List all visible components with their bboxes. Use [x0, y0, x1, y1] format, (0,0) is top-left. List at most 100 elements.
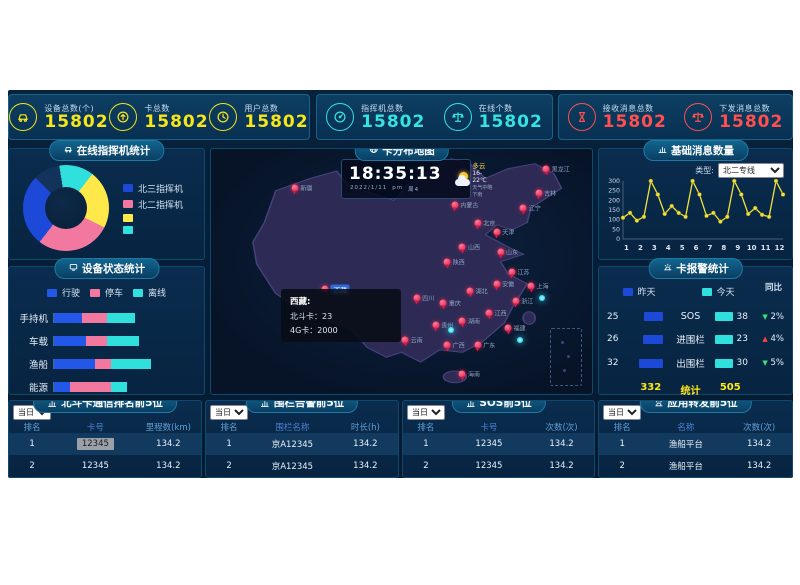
map-pin[interactable]: 四川 [413, 294, 434, 303]
table-header-row: 排名 名称 次数(次) [599, 421, 792, 433]
table-panel-2: 围栏告警前5位当日 排名 围栏名称 时长(h) 1 京A12345 134.2 2 京A1234… [205, 400, 399, 478]
map-pin[interactable]: 吉林 [535, 189, 556, 198]
map-pin[interactable]: 湖北 [466, 287, 488, 296]
map-pin-label: 辽宁 [528, 205, 541, 213]
table-header-row: 排名 围栏名称 时长(h) [206, 421, 398, 433]
weather-temp: 16-22℃ [472, 170, 487, 184]
map-pin[interactable]: 浙江 [512, 297, 533, 305]
bar-segment [86, 336, 107, 346]
table-row[interactable]: 2 京A12345 134.2 [206, 455, 398, 477]
panel-title: 北斗卡通信排名前5位 [61, 400, 163, 409]
kpi-group-totals: 设备总数(个) 15802 卡总数 15802 用户总数 15802 [8, 94, 310, 140]
map-pin[interactable]: 黑龙江 [542, 165, 570, 173]
type-filter-select[interactable]: 北二专线 [718, 163, 784, 178]
kpi-group-online: 指挥机总数 15802 在线个数 15802 [316, 94, 553, 140]
kpi-item: 接收消息总数 15802 [567, 103, 667, 132]
table-row[interactable]: 1 渔船平台 134.2 [599, 433, 792, 455]
table-row[interactable]: 1 12345 134.2 [9, 433, 201, 455]
map-pin-label: 福建 [513, 325, 526, 333]
svg-text:250: 250 [608, 188, 620, 195]
kpi-text: 接收消息总数 15802 [603, 103, 667, 132]
kpi-label: 接收消息总数 [602, 103, 654, 113]
map-pin[interactable]: 山西 [458, 243, 480, 252]
legend-label [138, 226, 190, 235]
column-header: 排名 [23, 423, 41, 433]
map-pin[interactable]: 江西 [485, 309, 507, 318]
table-row[interactable]: 1 京A12345 134.2 [206, 433, 398, 455]
map-pin[interactable]: 广东 [474, 341, 495, 350]
map-pin[interactable]: 新疆 [291, 184, 312, 193]
panel-title: 围栏告警前5位 [273, 400, 345, 409]
category-label: 车载 [28, 337, 48, 348]
table-cell: 134.2 [156, 439, 181, 449]
bar-segment [70, 382, 111, 392]
legend-swatch [123, 200, 133, 208]
kpi-value: 15802 [44, 111, 109, 132]
map-pin[interactable]: 海南 [458, 370, 480, 379]
map-pin-label: 山西 [467, 244, 480, 252]
map-pin[interactable]: 北京 [474, 219, 495, 227]
map-pin[interactable]: 江苏 [508, 268, 530, 276]
yesterday-value: 32 [607, 358, 619, 368]
legend-swatch [123, 184, 133, 192]
table-cell: 12345 [475, 439, 503, 449]
legend-swatch [46, 288, 57, 297]
svg-text:100: 100 [608, 217, 620, 224]
legend-item: 离线 [133, 286, 166, 299]
bar-segment [106, 313, 136, 323]
device-status-legend: 行驶 停车 离线 [9, 283, 204, 302]
siren-icon [654, 401, 662, 406]
map-pin[interactable]: 辽宁 [519, 204, 541, 212]
globe-icon [369, 149, 378, 153]
table-row[interactable]: 2 12345 134.2 [403, 455, 594, 477]
today-bar [714, 358, 733, 368]
table-row[interactable]: 1 12345 134.2 [403, 433, 594, 455]
map-pin-label: 北京 [483, 220, 496, 227]
period-filter-select[interactable]: 当日 [210, 405, 248, 420]
map-pin[interactable]: 贵州 [432, 321, 453, 330]
map-pin[interactable]: 重庆 [439, 299, 461, 308]
yesterday-bar [644, 312, 663, 321]
period-filter-select[interactable]: 当日 [603, 405, 641, 420]
map-pin[interactable]: 云南 [401, 336, 423, 345]
yesterday-bar [638, 358, 663, 368]
map-pin[interactable]: 山东 [497, 248, 518, 256]
device-bar-row: 渔船 [15, 357, 196, 371]
total-yesterday: 332 [640, 382, 662, 393]
monitor-icon [69, 264, 77, 271]
map-pin[interactable]: 福建 [504, 324, 526, 332]
map-pin-label: 黑龙江 [551, 166, 570, 174]
table-row[interactable]: 2 渔船平台 134.2 [599, 455, 792, 477]
period-filter-select[interactable]: 当日 [407, 405, 445, 420]
bar-segment [82, 313, 107, 323]
arrow-up-circle-icon [109, 103, 138, 131]
map-pin[interactable]: 广西 [443, 341, 465, 350]
table-cell: 京A12345 [271, 462, 314, 472]
car-icon [64, 147, 72, 153]
table-row[interactable]: 2 12345 134.2 [9, 455, 201, 477]
column-header: 次数(次) [545, 423, 578, 433]
bar-segment [54, 313, 83, 323]
map-pin[interactable]: 内蒙古 [451, 201, 478, 210]
total-label: 统计 [680, 386, 701, 397]
svg-text:300: 300 [608, 178, 620, 185]
map-pin[interactable]: 上海 [527, 282, 549, 291]
map-pin[interactable]: 天津 [493, 228, 514, 237]
map-pin-label: 江苏 [517, 269, 530, 276]
arrow-down-icon: ▼ [762, 359, 768, 367]
kpi-label: 卡总数 [144, 103, 170, 113]
cloud-sun-icon [454, 172, 470, 186]
device-status-bar-chart: 手持机 车载 渔船 能源 [9, 311, 204, 394]
map-pin[interactable]: 湖南 [458, 317, 480, 325]
category-label: 能源 [28, 383, 48, 394]
svg-text:5: 5 [680, 244, 685, 252]
legend-swatch [701, 287, 712, 296]
legend-swatch [622, 287, 633, 296]
map-pin[interactable]: 陕西 [443, 258, 465, 266]
legend-item [123, 226, 190, 235]
kpi-item: 卡总数 15802 [109, 103, 208, 132]
table-cell: 2 [226, 461, 232, 471]
kpi-item: 在线个数 15802 [443, 103, 543, 132]
selected-cell-value: 12345 [76, 438, 114, 450]
map-pin[interactable]: 安徽 [493, 280, 514, 288]
